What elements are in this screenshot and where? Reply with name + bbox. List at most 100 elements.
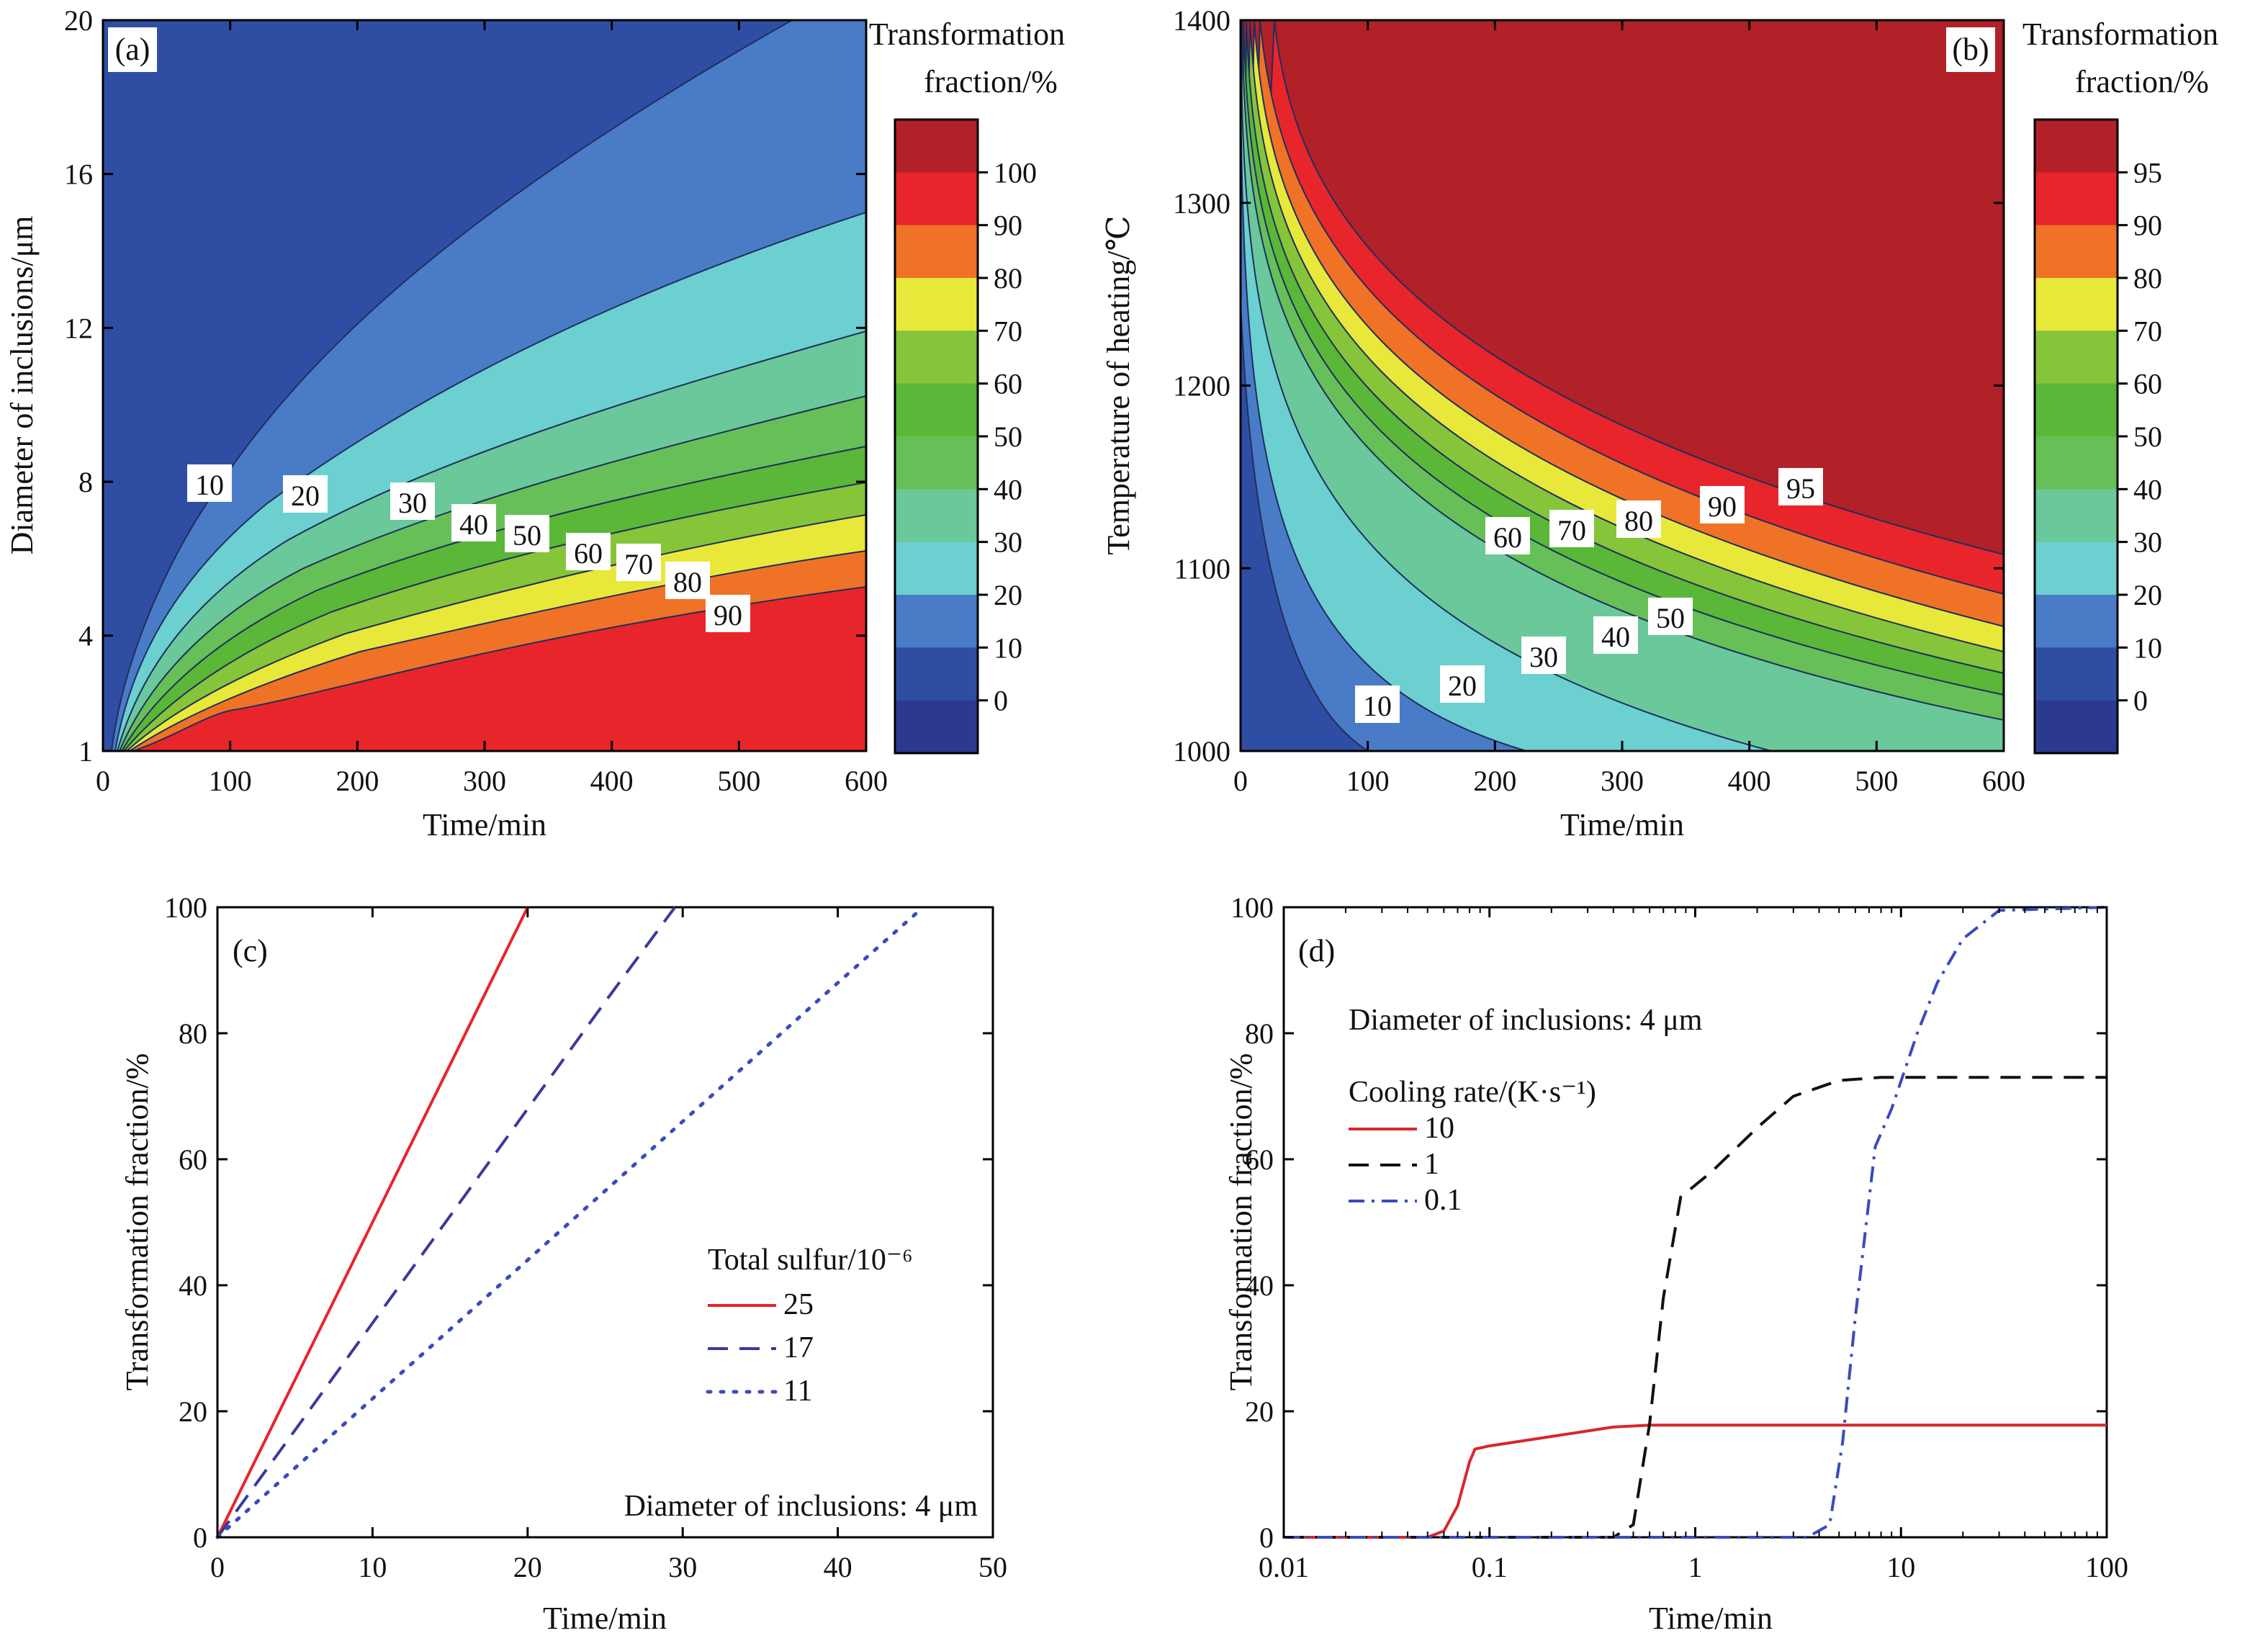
series-10 bbox=[1284, 1424, 2107, 1539]
panel-a-ylabel: Diameter of inclusions/μm bbox=[4, 216, 40, 555]
y-tick-label: 12 bbox=[64, 312, 93, 344]
svg-text:50: 50 bbox=[513, 519, 541, 552]
region-0-10 bbox=[1241, 302, 1369, 751]
svg-text:60: 60 bbox=[574, 537, 603, 570]
panel-d-ylabel: Transformation fraction/% bbox=[1223, 1053, 1259, 1391]
panel-a: 10 20 30 40 50 60 70 80 90 (a) 0 100 200 30… bbox=[4, 4, 1065, 842]
series-0.1 bbox=[1284, 906, 2107, 1539]
colorbar-swatch bbox=[2035, 541, 2118, 595]
svg-text:90: 90 bbox=[1708, 490, 1737, 523]
panel-a-colorbar-title-2: fraction/% bbox=[924, 64, 1058, 99]
y-tick-label: 1300 bbox=[1173, 187, 1230, 220]
panel-b-ylabel: Temperature of heating/℃ bbox=[1101, 215, 1136, 554]
y-tick-label: 20 bbox=[1245, 1395, 1274, 1428]
legend-label-0.1: 0.1 bbox=[1424, 1184, 1462, 1217]
colorbar-tick-label: 30 bbox=[994, 526, 1022, 559]
svg-text:70: 70 bbox=[624, 548, 653, 580]
x-tick-label: 200 bbox=[1473, 765, 1516, 797]
colorbar-tick-label: 90 bbox=[994, 210, 1022, 242]
panel-d-label: (d) bbox=[1298, 933, 1335, 968]
x-tick-label: 200 bbox=[336, 765, 379, 797]
contour-label-40: 40 bbox=[1593, 616, 1638, 654]
panel-c-annotation: Diameter of inclusions: 4 μm bbox=[624, 1490, 978, 1523]
x-tick-label: 0 bbox=[210, 1551, 225, 1583]
colorbar-tick-label: 80 bbox=[2133, 262, 2162, 294]
colorbar-tick-label: 95 bbox=[2133, 156, 2162, 189]
panel-c-ylabel: Transformation fraction/% bbox=[120, 1053, 155, 1391]
panel-b-label: (b) bbox=[1946, 27, 1995, 72]
contour-label-50: 50 bbox=[1648, 598, 1693, 635]
x-tick-label: 40 bbox=[824, 1551, 852, 1583]
y-tick-label: 100 bbox=[1230, 891, 1274, 924]
colorbar-tick-label: 10 bbox=[2133, 631, 2162, 664]
colorbar-swatch bbox=[2035, 383, 2118, 437]
x-tick-label: 600 bbox=[845, 765, 888, 797]
y-tick-label: 4 bbox=[78, 620, 93, 652]
panel-b-colorbar: 95 90 80 70 60 50 40 30 20 10 0 bbox=[2033, 118, 2162, 755]
svg-text:20: 20 bbox=[1448, 670, 1477, 702]
panel-c-axes: 0 10 20 30 40 50 0 20 40 60 80 100 bbox=[164, 891, 1007, 1583]
colorbar-swatch bbox=[895, 330, 978, 384]
colorbar-tick-label: 50 bbox=[994, 421, 1022, 453]
colorbar-tick-label: 10 bbox=[994, 631, 1022, 664]
colorbar-swatch bbox=[895, 278, 978, 331]
x-tick-label: 100 bbox=[2085, 1551, 2128, 1583]
x-tick-label: 0 bbox=[96, 765, 110, 797]
legend-label-25: 25 bbox=[783, 1288, 814, 1321]
colorbar-swatch bbox=[2035, 225, 2118, 279]
y-tick-label: 20 bbox=[64, 4, 93, 37]
x-tick-label: 0.01 bbox=[1259, 1551, 1309, 1583]
panel-a-contour-labels: 10 20 30 40 50 60 70 80 90 bbox=[187, 464, 750, 632]
svg-text:30: 30 bbox=[398, 487, 427, 519]
y-tick-label: 40 bbox=[1245, 1269, 1274, 1302]
y-tick-label: 60 bbox=[1245, 1143, 1274, 1176]
x-tick-label: 100 bbox=[1346, 765, 1390, 797]
svg-text:80: 80 bbox=[1624, 505, 1653, 537]
panel-c: 0 10 20 30 40 50 0 20 40 60 80 100 (c) Total sulfur… bbox=[120, 891, 1007, 1636]
colorbar-swatch bbox=[895, 595, 978, 648]
svg-text:70: 70 bbox=[1557, 514, 1586, 547]
x-tick-label: 1 bbox=[1688, 1551, 1703, 1583]
y-tick-label: 1 bbox=[78, 735, 93, 768]
colorbar-swatch bbox=[2035, 120, 2118, 173]
panel-c-series bbox=[215, 905, 925, 1539]
legend-label-11: 11 bbox=[783, 1375, 812, 1408]
x-tick-label: 500 bbox=[1855, 765, 1898, 797]
colorbar-swatch bbox=[895, 489, 978, 543]
colorbar-tick-label: 70 bbox=[994, 315, 1022, 347]
panel-c-plot-area bbox=[216, 906, 994, 1539]
svg-text:80: 80 bbox=[673, 566, 702, 598]
svg-text:10: 10 bbox=[1363, 690, 1392, 722]
y-tick-label: 20 bbox=[179, 1395, 207, 1428]
panel-d-legend-title: Cooling rate/(K·s⁻¹) bbox=[1349, 1076, 1596, 1109]
series-17 bbox=[216, 906, 677, 1539]
region-30-40 bbox=[1241, 20, 2004, 751]
colorbar-tick-label: 80 bbox=[994, 262, 1022, 294]
panel-d-plot-area bbox=[1282, 906, 2108, 1539]
colorbar-swatch bbox=[2035, 436, 2118, 490]
panel-b-contour-labels: 10 20 30 40 50 60 70 80 90 95 bbox=[1355, 468, 1823, 723]
colorbar-tick-label: 0 bbox=[2133, 685, 2148, 717]
panel-d-annotation: Diameter of inclusions: 4 μm bbox=[1349, 1004, 1703, 1037]
colorbar-swatch bbox=[895, 541, 978, 595]
y-tick-label: 8 bbox=[78, 466, 93, 498]
y-tick-label: 80 bbox=[179, 1017, 207, 1050]
colorbar-tick-label: 40 bbox=[2133, 473, 2162, 505]
x-tick-label: 0 bbox=[1233, 765, 1248, 797]
colorbar-tick-label: 60 bbox=[994, 368, 1022, 400]
panel-c-legend: 25 17 11 bbox=[706, 1288, 814, 1408]
region-90-100 bbox=[132, 585, 866, 751]
contour-label-40: 40 bbox=[451, 504, 496, 541]
colorbar-tick-label: 100 bbox=[994, 156, 1037, 189]
colorbar-swatch bbox=[895, 172, 978, 226]
colorbar-swatch bbox=[2035, 647, 2118, 701]
colorbar-tick-label: 20 bbox=[994, 579, 1022, 611]
legend-label-1: 1 bbox=[1424, 1148, 1439, 1181]
x-tick-label: 500 bbox=[717, 765, 760, 797]
x-tick-label: 100 bbox=[209, 765, 252, 797]
x-tick-label: 10 bbox=[358, 1551, 387, 1583]
panel-b-colorbar-title-2: fraction/% bbox=[2075, 64, 2209, 99]
contour-label-50: 50 bbox=[505, 515, 549, 552]
contour-label-95: 95 bbox=[1778, 468, 1823, 505]
